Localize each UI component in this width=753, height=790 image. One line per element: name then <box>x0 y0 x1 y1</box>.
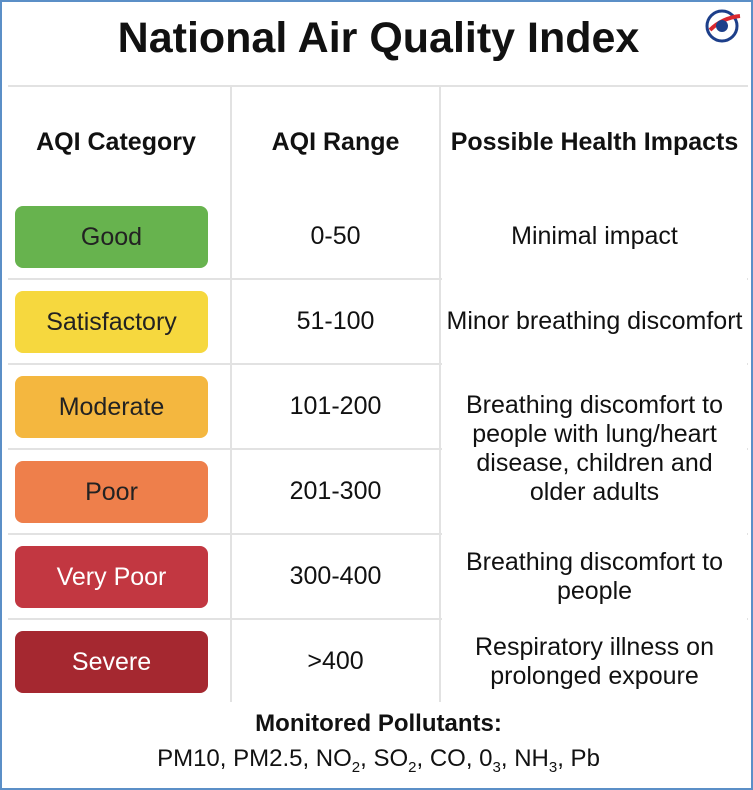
range: 0-50 <box>310 222 361 250</box>
footer-title: Monitored Pollutants: <box>255 710 502 737</box>
range: >400 <box>307 647 364 675</box>
category-badge: Good <box>15 206 208 268</box>
row-divider <box>8 533 748 535</box>
pollutant-text: PM10, PM2.5, NO <box>157 745 352 772</box>
range: 201-300 <box>289 477 382 505</box>
header: AQI Range <box>271 128 400 156</box>
impact: Respiratory illness on prolonged expoure <box>442 619 747 704</box>
category-badge: Poor <box>15 461 208 523</box>
subscript: 2 <box>408 758 417 776</box>
pollutant-list: PM10, PM2.5, NO2, SO2, CO, 03, NH3, Pb <box>2 745 751 776</box>
logo <box>705 9 741 43</box>
divider <box>230 87 232 702</box>
row-divider <box>8 363 748 365</box>
subscript: 3 <box>492 758 501 776</box>
divider <box>439 87 441 702</box>
pollutant-text: , NH <box>500 745 549 772</box>
divider <box>8 85 748 87</box>
impact: Breathing discomfort to people with lung… <box>442 364 747 534</box>
category-badge: Moderate <box>15 376 208 438</box>
range: 51-100 <box>296 307 375 335</box>
range: 300-400 <box>289 562 382 590</box>
impact: Breathing discomfort to people <box>442 534 747 619</box>
impact: Minor breathing discomfort <box>442 279 747 364</box>
category-badge: Severe <box>15 631 208 693</box>
header: AQI Category <box>36 128 196 156</box>
category-badge: Very Poor <box>15 546 208 608</box>
row-divider <box>8 618 748 620</box>
title: National Air Quality Index <box>117 14 640 62</box>
header: Possible Health Impacts <box>450 128 739 156</box>
pollutant-text: , SO <box>360 745 409 772</box>
row-divider <box>8 448 748 450</box>
range: 101-200 <box>289 392 382 420</box>
subscript: 3 <box>548 758 558 776</box>
row-divider <box>8 278 748 280</box>
pollutant-text: , CO, 0 <box>416 745 493 772</box>
pollutant-text: , Pb <box>557 745 600 772</box>
impact: Minimal impact <box>442 194 747 279</box>
category-badge: Satisfactory <box>15 291 208 353</box>
subscript: 2 <box>351 758 361 776</box>
